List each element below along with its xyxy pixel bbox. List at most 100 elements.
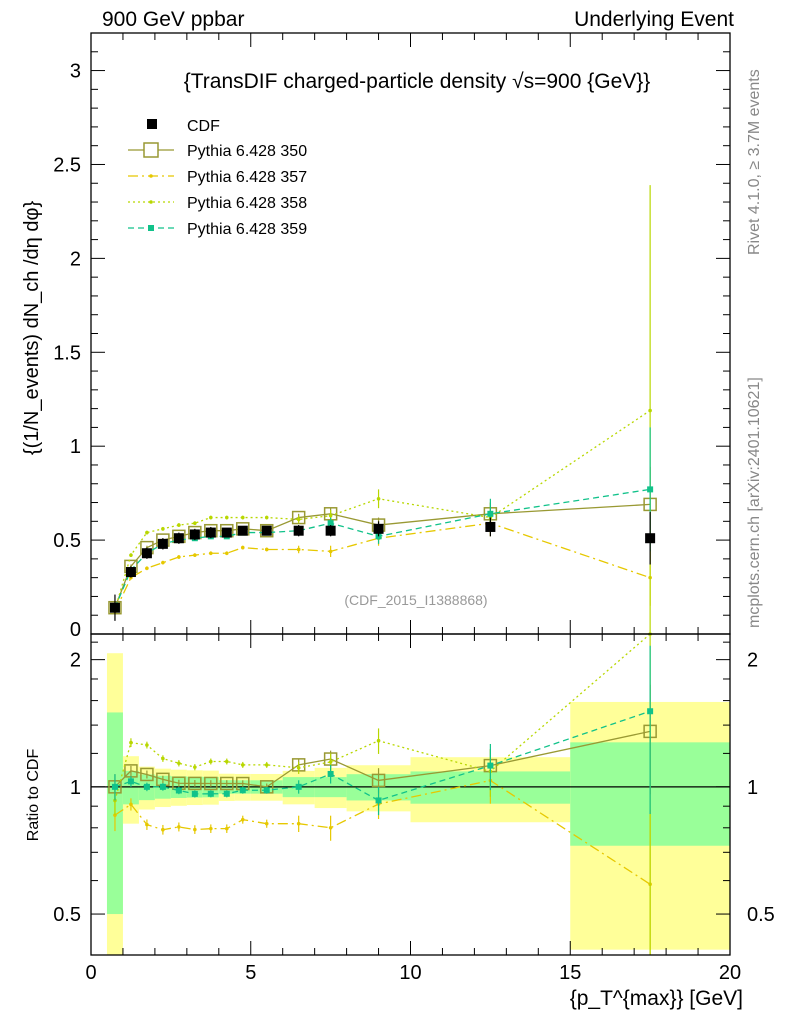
series-point [193, 553, 197, 557]
x-tick-label: 5 [245, 962, 256, 984]
series-point [264, 547, 269, 552]
ratio-tick-label: 1 [70, 777, 81, 799]
chart-title: {TransDIF charged-particle density √s=90… [184, 70, 651, 93]
series-point [328, 549, 333, 554]
ratio-tick-label-right: 0.5 [747, 904, 775, 926]
y-tick-label: 2.5 [53, 154, 81, 176]
data-point [141, 548, 152, 559]
series-point [145, 822, 149, 827]
analysis-tag: (CDF_2015_I1388868) [344, 592, 487, 608]
series-point [376, 738, 381, 743]
x-axis-label: {p_T^{max}} [GeV] [570, 987, 743, 1010]
series-point [223, 790, 230, 797]
series-point [209, 759, 213, 764]
series-point [296, 517, 301, 522]
series-point [224, 515, 229, 520]
series-point [264, 821, 269, 826]
series-point [140, 767, 154, 782]
series-point [129, 740, 133, 745]
series-point [209, 515, 213, 520]
series-point [240, 817, 245, 822]
series-point [371, 773, 386, 788]
legend-label: Pythia 6.428 350 [187, 143, 307, 160]
series-point [264, 763, 269, 767]
series-point [191, 790, 198, 797]
ratio-tick-label: 2 [70, 650, 81, 672]
series-point [111, 783, 118, 790]
series-point [240, 515, 245, 520]
series-point [296, 821, 301, 826]
series-point [487, 510, 494, 517]
data-point [237, 525, 248, 536]
series-point [224, 551, 229, 556]
series-point [129, 802, 133, 807]
mcplots-label: mcplots.cern.ch [arXiv:2401.10621] [746, 377, 763, 628]
series-point [264, 515, 269, 520]
series-point [145, 743, 149, 747]
series-point [193, 521, 197, 525]
series-line [114, 409, 651, 610]
legend-label: Pythia 6.428 359 [187, 221, 307, 238]
series-point [161, 560, 165, 565]
series-main-6428358 [113, 185, 652, 634]
series-point [263, 787, 270, 794]
data-point [221, 527, 232, 538]
series-point [207, 790, 214, 797]
series-point [209, 551, 213, 556]
legend-marker [149, 200, 153, 204]
header-right: Underlying Event [574, 8, 734, 31]
legend-marker [149, 174, 153, 178]
series-point [487, 762, 494, 769]
series-line [114, 488, 651, 608]
data-point [125, 567, 136, 578]
x-tick-label: 0 [85, 962, 96, 984]
series-point [239, 787, 246, 794]
series-point [375, 797, 382, 804]
data-point [189, 529, 200, 540]
series-point [296, 547, 301, 552]
data-point [645, 533, 656, 544]
legend-marker [143, 142, 159, 158]
series-point [376, 496, 381, 501]
series-point [209, 826, 213, 831]
ratio-tick-label-right: 2 [747, 650, 758, 672]
y-tick-label: 3 [70, 61, 81, 83]
ratio-tick-label: 0.5 [53, 904, 81, 926]
y-axis-label: {(1/N_events) dN_ch /dη dφ} [21, 201, 43, 456]
series-point [188, 776, 202, 791]
series-point [145, 566, 149, 571]
series-point [291, 510, 306, 525]
series-point [327, 520, 334, 527]
series-point [177, 761, 181, 766]
data-point [373, 523, 384, 534]
x-tick-label: 15 [559, 962, 581, 984]
data-point [325, 525, 336, 536]
data-point [261, 525, 272, 536]
series-point [296, 766, 301, 770]
series-point [327, 770, 334, 777]
data-point [109, 602, 120, 613]
data-point [173, 533, 184, 544]
series-point [127, 778, 134, 785]
series-point [177, 825, 181, 829]
series-point [177, 555, 181, 559]
x-tick-label: 20 [719, 962, 741, 984]
series-point [647, 708, 654, 715]
series-point [224, 759, 229, 764]
series-point [224, 826, 229, 831]
series-point [143, 783, 150, 790]
legend-label-data: CDF [187, 118, 220, 135]
y-tick-label: 1 [70, 436, 81, 458]
series-ratio-6428359 [111, 645, 654, 816]
y-tick-label: 2 [70, 248, 81, 270]
series-point [328, 825, 333, 830]
series-point [259, 523, 274, 538]
series-point [648, 408, 652, 413]
series-point [240, 763, 245, 767]
series-point [193, 765, 197, 769]
y-tick-label: 0.5 [53, 530, 81, 552]
ratio-y-axis-label: Ratio to CDF [25, 749, 42, 842]
series-point [161, 756, 165, 761]
series-point [129, 553, 133, 557]
